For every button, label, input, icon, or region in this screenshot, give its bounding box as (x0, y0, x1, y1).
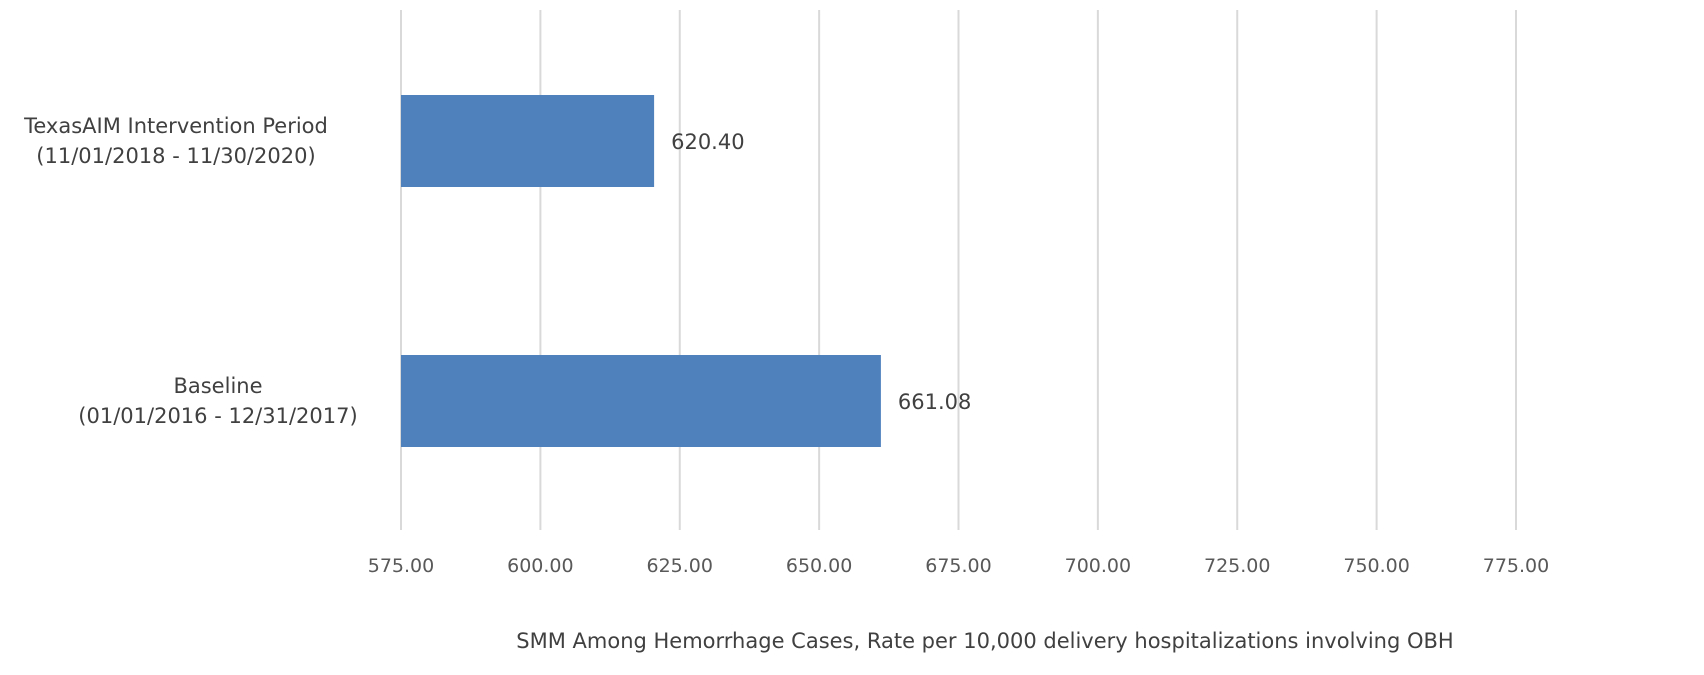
gridlines (400, 10, 1517, 530)
data-label: 661.08 (898, 390, 971, 414)
bar (401, 355, 881, 447)
x-tick-label: 750.00 (1343, 555, 1409, 577)
category-labels: TexasAIM Intervention Period (11/01/2018 … (23, 114, 358, 428)
category-label: (11/01/2018 - 11/30/2020) (36, 144, 315, 168)
x-tick-label: 675.00 (925, 555, 991, 577)
category-label: TexasAIM Intervention Period (23, 114, 328, 138)
data-label: 620.40 (671, 130, 744, 154)
x-tick-label: 775.00 (1483, 555, 1549, 577)
x-tick-label: 725.00 (1204, 555, 1270, 577)
x-tick-label: 700.00 (1065, 555, 1131, 577)
bars (401, 95, 881, 447)
x-tick-label: 625.00 (647, 555, 713, 577)
data-labels: 620.40 661.08 (671, 130, 971, 414)
bar (401, 95, 655, 187)
x-tick-label: 600.00 (507, 555, 573, 577)
x-tick-label: 575.00 (368, 555, 434, 577)
x-axis-title: SMM Among Hemorrhage Cases, Rate per 10,… (516, 629, 1453, 653)
category-label: Baseline (173, 374, 262, 398)
category-label: (01/01/2016 - 12/31/2017) (78, 404, 357, 428)
x-tick-labels: 575.00 600.00 625.00 650.00 675.00 700.00 725.… (368, 555, 1549, 577)
x-tick-label: 650.00 (786, 555, 852, 577)
